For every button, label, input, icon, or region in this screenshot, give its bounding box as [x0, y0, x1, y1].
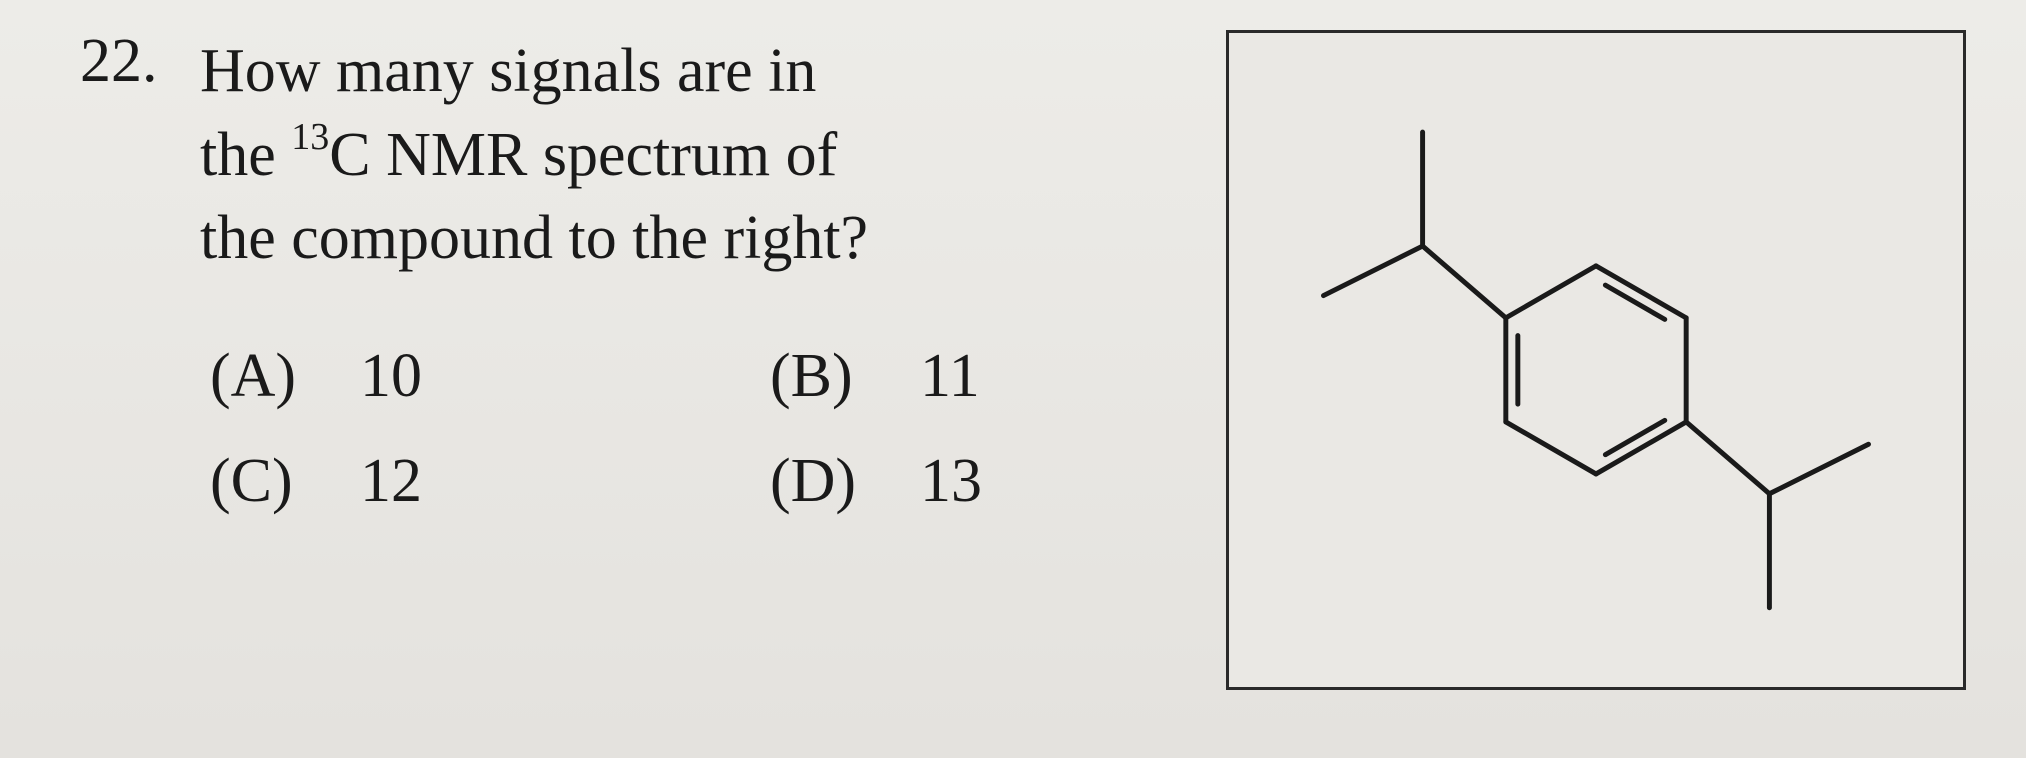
answer-options: (A) 10 (B) 11 (C) 12 (D) 13: [210, 341, 1180, 517]
stem-line-1: How many signals are in: [200, 37, 816, 105]
question-text-column: How many signals are in the 13C NMR spec…: [200, 30, 1180, 517]
option-c-label: (C): [210, 446, 320, 517]
option-b[interactable]: (B) 11: [770, 341, 1180, 412]
option-a[interactable]: (A) 10: [210, 341, 620, 412]
option-c-value: 12: [360, 446, 440, 517]
question-number: 22.: [80, 24, 158, 98]
page: 22. How many signals are in the 13C NMR …: [0, 0, 2026, 758]
stem-line-3: the compound to the right?: [200, 204, 868, 272]
option-a-label: (A): [210, 341, 320, 412]
question-stem: How many signals are in the 13C NMR spec…: [200, 30, 1180, 281]
stem-line-2-pre: the: [200, 121, 291, 189]
stem-superscript: 13: [291, 116, 329, 158]
option-d-value: 13: [920, 446, 1000, 517]
option-b-value: 11: [920, 341, 1000, 412]
option-c[interactable]: (C) 12: [210, 446, 620, 517]
option-b-label: (B): [770, 341, 880, 412]
structure-figure: [1226, 30, 1966, 690]
option-d[interactable]: (D) 13: [770, 446, 1180, 517]
molecule-svg: [1229, 33, 1963, 687]
option-a-value: 10: [360, 341, 440, 412]
stem-line-2-post: C NMR spectrum of: [329, 121, 837, 189]
option-d-label: (D): [770, 446, 880, 517]
